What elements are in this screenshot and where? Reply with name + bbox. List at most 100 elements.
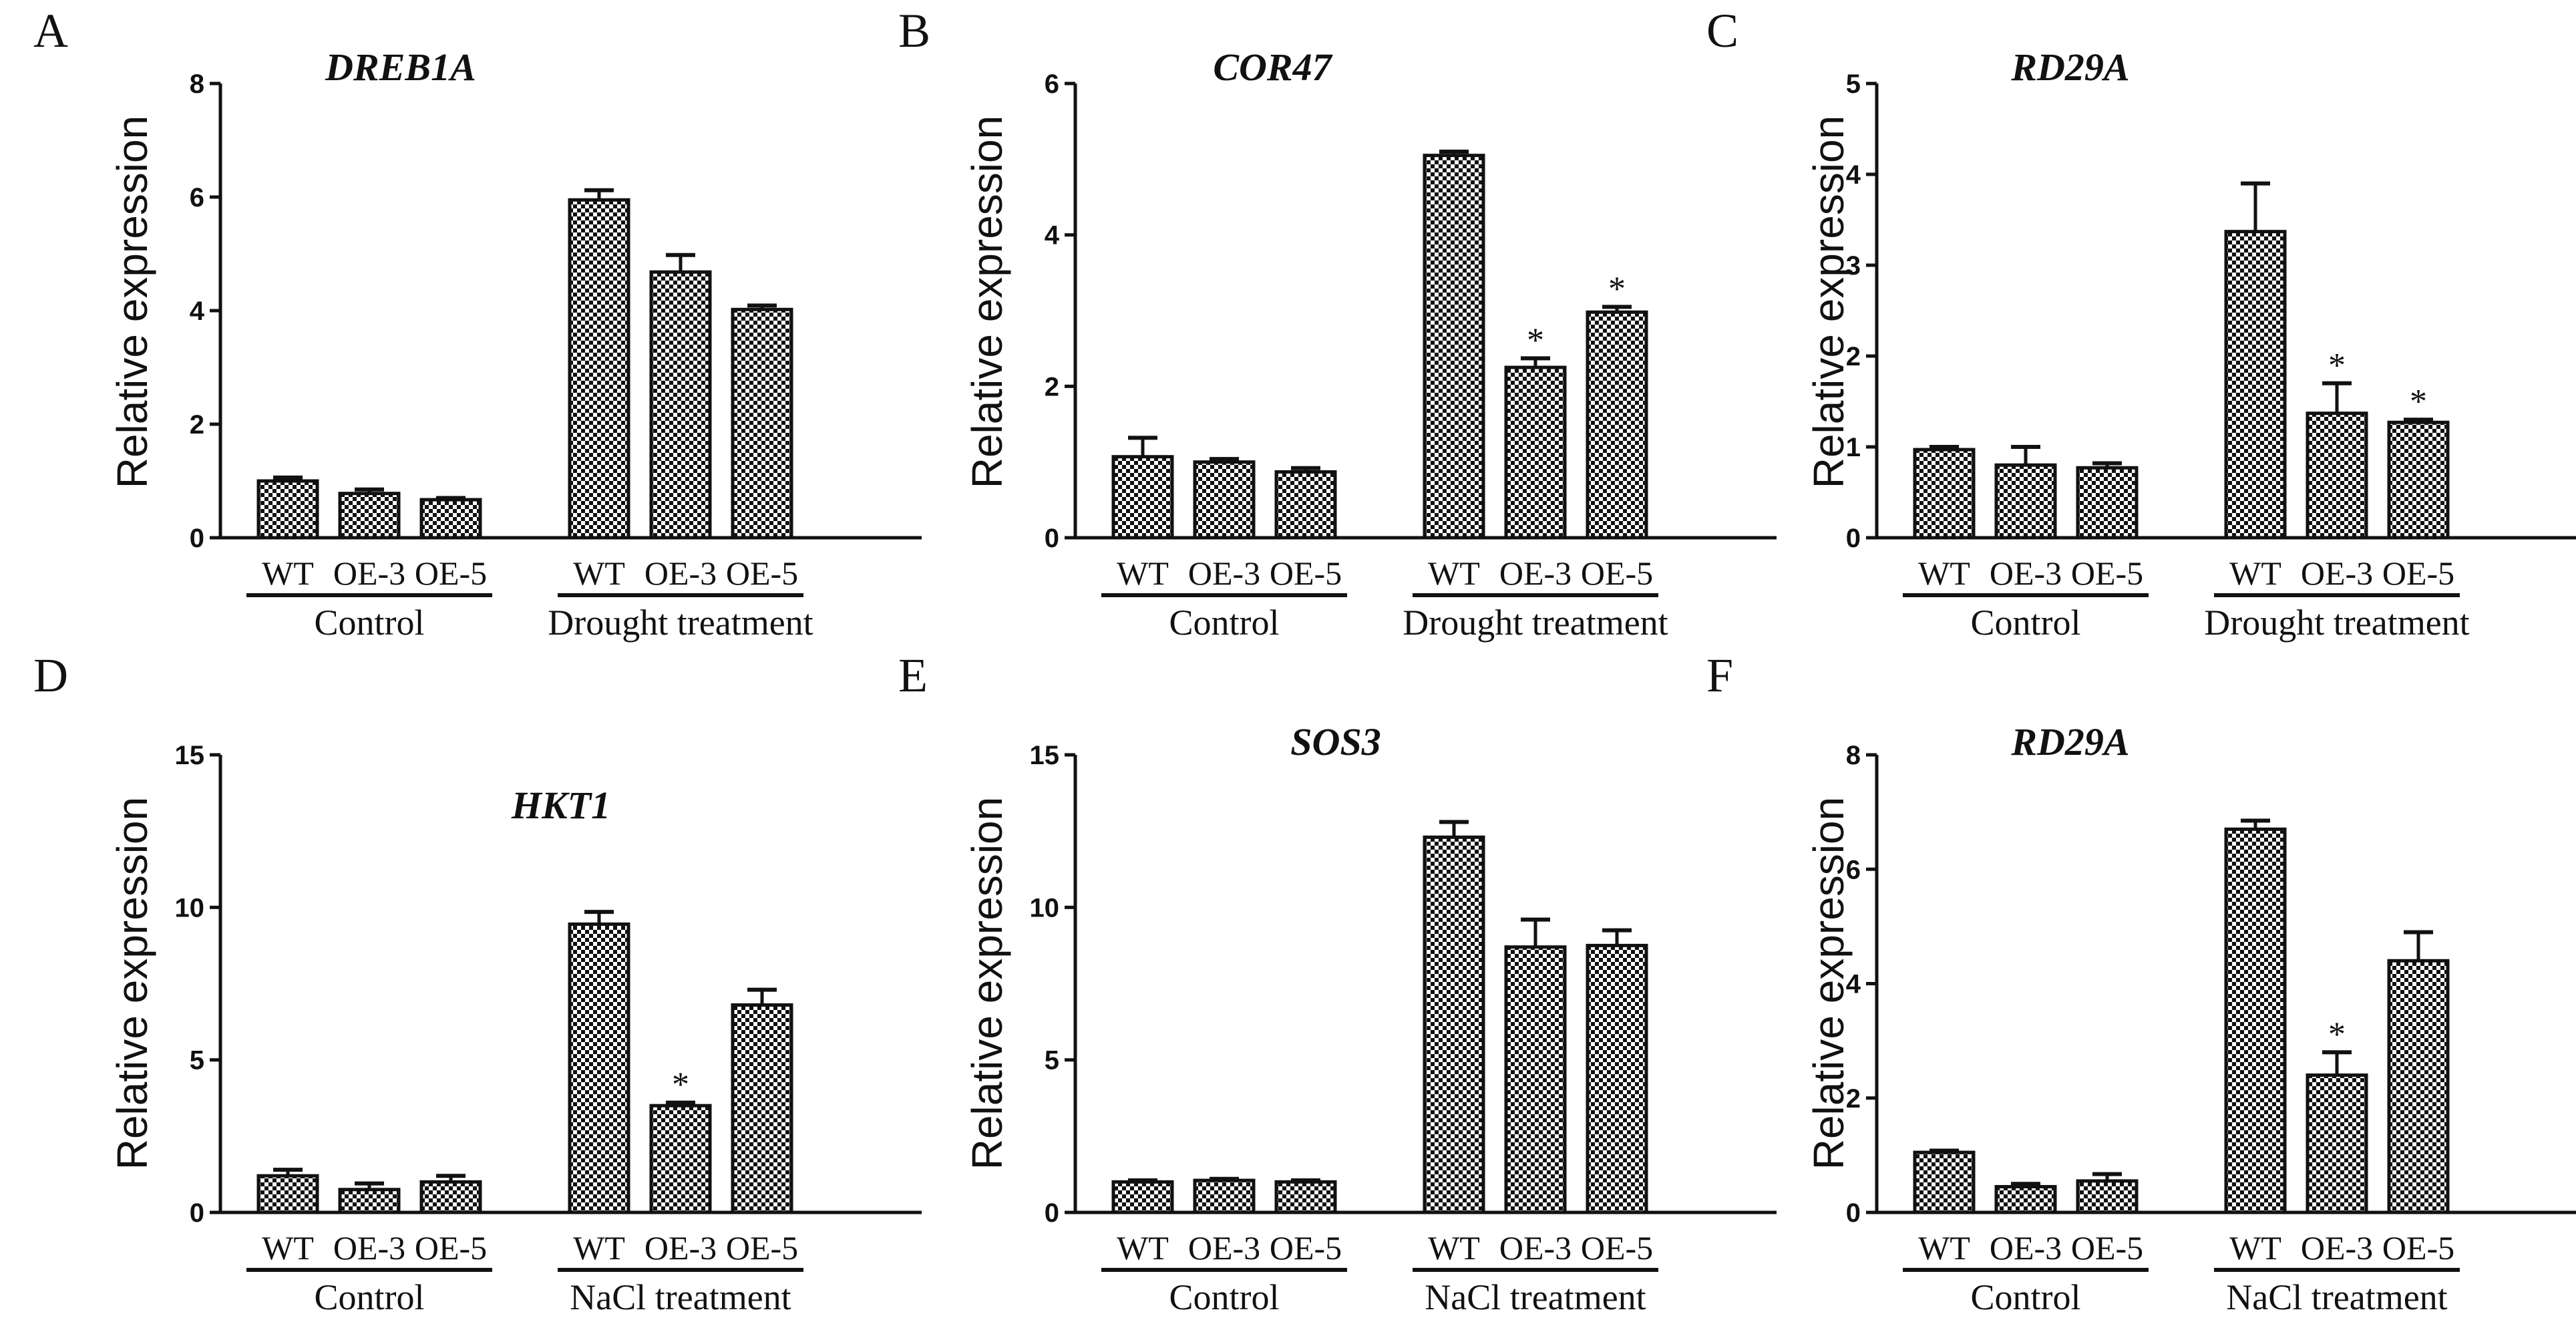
y-axis-label: Relative expression (108, 797, 156, 1170)
bar (1586, 943, 1648, 1214)
group-label: NaCl treatment (2226, 1277, 2447, 1317)
bar (1111, 1180, 1174, 1214)
y-tick-label: 10 (1030, 893, 1060, 923)
y-tick-label: 2 (1846, 342, 1861, 371)
chart-title: COR47 (1213, 45, 1332, 89)
x-tick-label: OE-5 (726, 554, 798, 592)
x-tick-label: OE-3 (1990, 1229, 2062, 1267)
y-tick-label: 3 (1846, 251, 1861, 281)
x-tick-label: OE-3 (1499, 1229, 1572, 1267)
bar (568, 922, 630, 1214)
x-tick-label: OE-5 (415, 1229, 487, 1267)
bar (1274, 1180, 1337, 1214)
chart-title: RD29A (2010, 720, 2129, 764)
x-tick-label: WT (1428, 554, 1480, 592)
y-axis-label: Relative expression (963, 116, 1011, 489)
bar (1193, 460, 1256, 540)
y-tick-label: 10 (175, 893, 205, 923)
bar (2306, 1073, 2368, 1214)
y-axis-label: Relative expression (1805, 797, 1853, 1170)
bar (1111, 455, 1174, 540)
y-tick-label: 5 (1045, 1046, 1059, 1075)
x-tick-label: WT (1117, 554, 1169, 592)
x-tick-label: OE-5 (2382, 1229, 2454, 1267)
bar (1913, 1150, 1976, 1214)
x-tick-label: OE-5 (2382, 554, 2454, 592)
bar (2076, 1179, 2139, 1214)
y-axis-label: Relative expression (1805, 116, 1853, 489)
group-label: Drought treatment (2204, 603, 2469, 643)
y-tick-label: 6 (190, 183, 204, 212)
y-axis-label: Relative expression (963, 797, 1011, 1170)
y-tick-label: 6 (1045, 69, 1059, 99)
panel-letter: C (1706, 4, 1738, 57)
x-tick-label: OE-5 (2071, 1229, 2143, 1267)
x-tick-label: WT (262, 554, 314, 592)
y-tick-label: 4 (190, 297, 205, 326)
bar (2306, 411, 2368, 540)
bar (2076, 466, 2139, 540)
x-tick-label: OE-3 (2301, 1229, 2373, 1267)
group-label: Control (314, 1277, 424, 1317)
bar (649, 270, 712, 540)
x-tick-label: WT (2229, 554, 2281, 592)
panel-letter: A (33, 4, 68, 57)
x-tick-label: OE-5 (1581, 1229, 1653, 1267)
y-tick-label: 2 (1846, 1084, 1861, 1114)
y-tick-label: 0 (1045, 1198, 1059, 1228)
x-tick-label: OE-3 (2301, 554, 2373, 592)
bar (1193, 1178, 1256, 1214)
x-tick-label: OE-3 (1188, 1229, 1260, 1267)
y-tick-label: 6 (1846, 855, 1861, 884)
y-tick-label: 0 (190, 1198, 204, 1228)
bar (1504, 945, 1567, 1214)
bar (2387, 420, 2450, 540)
bar (1423, 154, 1485, 540)
bar (338, 492, 401, 540)
group-label: Control (1970, 1277, 2080, 1317)
bar (1994, 1184, 2057, 1214)
bar (1586, 310, 1648, 540)
x-tick-label: OE-3 (333, 1229, 405, 1267)
group-label: Drought treatment (1403, 603, 1668, 643)
y-tick-label: 2 (1045, 372, 1059, 401)
group-label: Control (314, 603, 424, 643)
y-tick-label: 1 (1846, 433, 1861, 462)
chart-title: DREB1A (325, 45, 476, 89)
y-tick-label: 4 (1846, 970, 1861, 999)
x-tick-label: OE-3 (645, 1229, 717, 1267)
chart-title: RD29A (2010, 45, 2129, 89)
group-label: Control (1169, 1277, 1279, 1317)
bar (256, 1174, 319, 1214)
y-tick-label: 8 (1846, 741, 1861, 770)
bar (419, 498, 482, 540)
significance-star: * (1527, 321, 1544, 359)
significance-star: * (2410, 383, 2427, 421)
x-tick-label: WT (573, 1229, 625, 1267)
x-tick-label: OE-3 (333, 554, 405, 592)
bar (256, 479, 319, 540)
panel-letter: F (1706, 649, 1733, 702)
bar (568, 198, 630, 540)
x-tick-label: WT (2229, 1229, 2281, 1267)
y-tick-label: 0 (1045, 524, 1059, 553)
significance-star: * (1608, 270, 1626, 308)
x-tick-label: OE-5 (1270, 554, 1342, 592)
x-tick-label: OE-3 (1499, 554, 1572, 592)
y-tick-label: 0 (1846, 1198, 1861, 1228)
x-tick-label: OE-5 (726, 1229, 798, 1267)
x-tick-label: OE-5 (1581, 554, 1653, 592)
group-label: NaCl treatment (570, 1277, 791, 1317)
panel-letter: D (33, 649, 68, 702)
bar (2224, 230, 2287, 540)
bar (1274, 470, 1337, 540)
x-tick-label: OE-5 (1270, 1229, 1342, 1267)
x-tick-label: OE-3 (1188, 554, 1260, 592)
x-tick-label: OE-5 (415, 554, 487, 592)
bar (419, 1180, 482, 1214)
x-tick-label: WT (573, 554, 625, 592)
